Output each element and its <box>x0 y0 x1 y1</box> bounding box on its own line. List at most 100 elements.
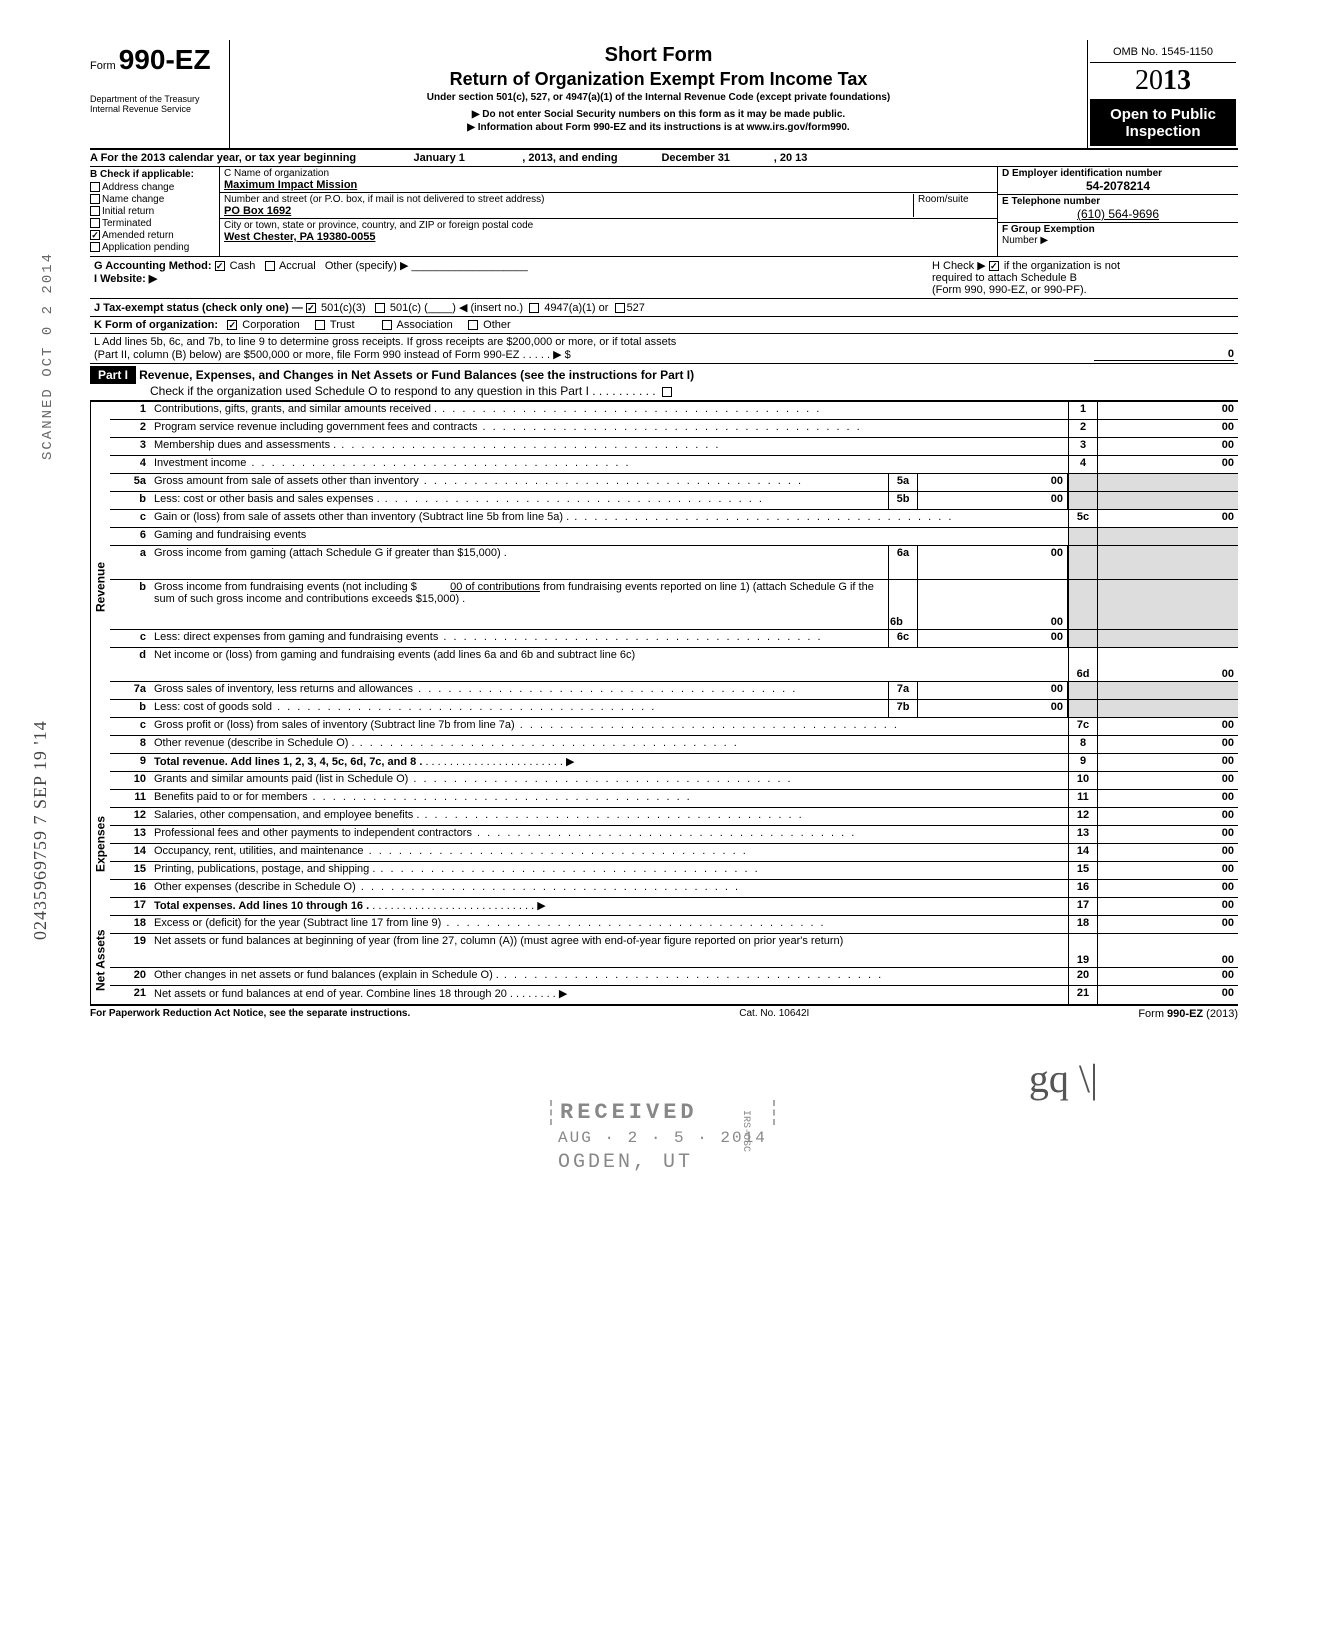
line-17: 17Total expenses. Add lines 10 through 1… <box>110 898 1238 916</box>
j-label: J Tax-exempt status (check only one) — <box>94 302 303 314</box>
line-num: 1 <box>110 402 150 419</box>
form-prefix: Form <box>90 60 116 72</box>
chk-terminated[interactable]: Terminated <box>90 218 215 229</box>
chk-schedule-o[interactable] <box>662 387 672 397</box>
line-desc: Professional fees and other payments to … <box>150 826 1068 843</box>
chk-other-org[interactable] <box>468 320 478 330</box>
other-label: Other (specify) ▶ <box>325 260 409 272</box>
line-num: 8 <box>110 736 150 753</box>
footer-paperwork: For Paperwork Reduction Act Notice, see … <box>90 1008 410 1020</box>
chk-amended-return[interactable]: ✓Amended return <box>90 230 215 241</box>
line-20: 20Other changes in net assets or fund ba… <box>110 968 1238 986</box>
g-label: G Accounting Method: <box>94 260 212 272</box>
mid-num: 5a <box>888 474 918 491</box>
cash-label: Cash <box>230 260 256 272</box>
section-bcd: B Check if applicable: Address change Na… <box>90 167 1238 256</box>
line-desc: Less: cost of goods sold <box>150 700 888 717</box>
line-desc: Gross sales of inventory, less returns a… <box>150 682 888 699</box>
box-icon: ✓ <box>90 230 100 240</box>
line-desc: Less: cost or other basis and sales expe… <box>150 492 888 509</box>
line-num: 13 <box>110 826 150 843</box>
line-val <box>1098 682 1238 699</box>
part1-tag: Part I <box>90 366 136 384</box>
col-b-header: B Check if applicable: <box>90 169 215 180</box>
part1-sub: Check if the organization used Schedule … <box>90 384 1238 398</box>
chk-label: Amended return <box>102 230 174 241</box>
line-desc: Less: direct expenses from gaming and fu… <box>150 630 888 647</box>
footer-form-a: Form <box>1138 1008 1167 1020</box>
chk-schedule-b[interactable]: ✓ <box>989 261 999 271</box>
line-num: 11 <box>110 790 150 807</box>
chk-cash[interactable]: ✓ <box>215 261 225 271</box>
line-rnum: 15 <box>1068 862 1098 879</box>
line-val: 00 <box>1098 968 1238 985</box>
line-num: c <box>110 630 150 647</box>
opt-501c3: 501(c)(3) <box>321 302 366 314</box>
chk-association[interactable] <box>382 320 392 330</box>
chk-initial-return[interactable]: Initial return <box>90 206 215 217</box>
line-21: 21Net assets or fund balances at end of … <box>110 986 1238 1004</box>
chk-label: Name change <box>102 194 164 205</box>
line-6b: bGross income from fundraising events (n… <box>110 580 1238 630</box>
mid-val: 00 <box>918 682 1068 699</box>
line-num: 16 <box>110 880 150 897</box>
arrow-icon: ▶ <box>559 988 567 1000</box>
line-val: 00 <box>1098 986 1238 1004</box>
line-val: 00 <box>1098 808 1238 825</box>
line-rnum: 21 <box>1068 986 1098 1004</box>
line-rnum: 11 <box>1068 790 1098 807</box>
line-num: 18 <box>110 916 150 933</box>
l9-text: Total revenue. Add lines 1, 2, 3, 4, 5c,… <box>154 756 422 768</box>
line-11: 11Benefits paid to or for members1100 <box>110 790 1238 808</box>
year-outline: 20 <box>1135 65 1163 96</box>
chk-527[interactable] <box>615 303 625 313</box>
chk-corporation[interactable]: ✓ <box>227 320 237 330</box>
field-group: F Group Exemption Number ▶ <box>998 223 1238 247</box>
chk-label: Application pending <box>102 242 189 253</box>
tax-year: 2013 <box>1090 63 1236 100</box>
net-assets-table: Net Assets 18Excess or (deficit) for the… <box>90 916 1238 1006</box>
line-desc: Program service revenue including govern… <box>150 420 1068 437</box>
line-1: 1Contributions, gifts, grants, and simil… <box>110 402 1238 420</box>
part1-header-row: Part I Revenue, Expenses, and Changes in… <box>90 364 1238 401</box>
line-num: 19 <box>110 934 150 967</box>
line-rnum: 18 <box>1068 916 1098 933</box>
year-end: December 31 <box>621 152 771 164</box>
line-val: 00 <box>1098 916 1238 933</box>
line-8: 8Other revenue (describe in Schedule O) … <box>110 736 1238 754</box>
org-name-label: C Name of organization <box>224 168 993 179</box>
line-7a: 7aGross sales of inventory, less returns… <box>110 682 1238 700</box>
ein-label: D Employer identification number <box>1002 168 1234 179</box>
line-rnum: 20 <box>1068 968 1098 985</box>
line-num: 15 <box>110 862 150 879</box>
chk-501c[interactable] <box>375 303 385 313</box>
chk-accrual[interactable] <box>265 261 275 271</box>
box-icon <box>90 242 100 252</box>
chk-name-change[interactable]: Name change <box>90 194 215 205</box>
line-num: 9 <box>110 754 150 771</box>
line-num: 6 <box>110 528 150 545</box>
chk-4947[interactable] <box>529 303 539 313</box>
line-val: 00 <box>1098 826 1238 843</box>
line-2: 2Program service revenue including gover… <box>110 420 1238 438</box>
line-num: 14 <box>110 844 150 861</box>
line-10: 10Grants and similar amounts paid (list … <box>110 772 1238 790</box>
line-num: 21 <box>110 986 150 1004</box>
dept-irs: Internal Revenue Service <box>90 104 225 114</box>
mid-val: 00 <box>918 546 1068 579</box>
title-return: Return of Organization Exempt From Incom… <box>238 69 1079 90</box>
scanned-stamp: SCANNED OCT 0 2 2014 <box>40 252 56 460</box>
chk-trust[interactable] <box>315 320 325 330</box>
chk-application-pending[interactable]: Application pending <box>90 242 215 253</box>
field-phone: E Telephone number (610) 564-9696 <box>998 195 1238 223</box>
line-desc: Benefits paid to or for members <box>150 790 1068 807</box>
mid-val: 00 <box>918 700 1068 717</box>
row-k-form-org: K Form of organization: ✓ Corporation Tr… <box>90 317 1238 334</box>
h-line3: (Form 990, 990-EZ, or 990-PF). <box>932 284 1087 296</box>
chk-address-change[interactable]: Address change <box>90 182 215 193</box>
line-6c: cLess: direct expenses from gaming and f… <box>110 630 1238 648</box>
row-a-tail: , 20 13 <box>774 152 808 164</box>
chk-501c3[interactable]: ✓ <box>306 303 316 313</box>
opt-trust: Trust <box>330 319 355 331</box>
mid-num: 6b <box>888 580 918 629</box>
